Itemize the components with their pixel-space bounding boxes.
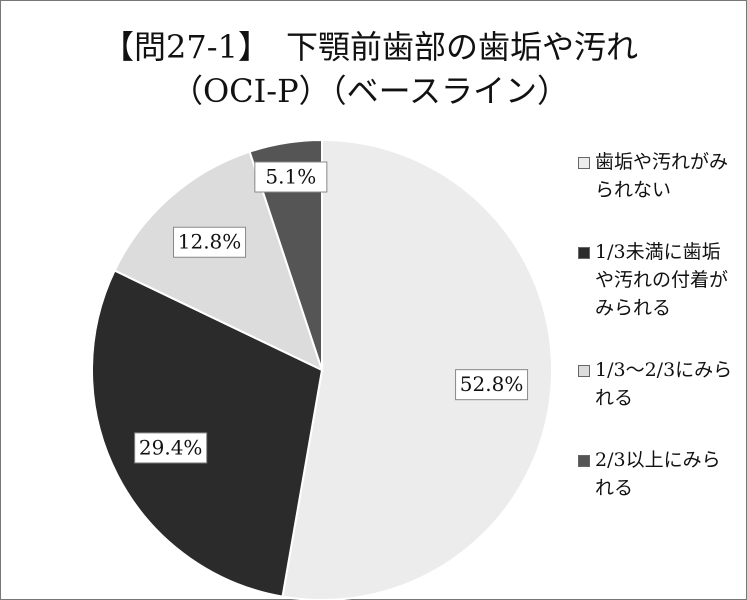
pie-slice bbox=[281, 138, 553, 600]
legend-item: 歯垢や汚れがみられない bbox=[578, 148, 738, 204]
value-label-box bbox=[134, 432, 208, 464]
value-label: 52.8% bbox=[460, 372, 524, 396]
legend-item: 1/3～2/3にみられる bbox=[578, 356, 738, 412]
legend-label: 1/3未満に歯垢や汚れの付着がみられる bbox=[595, 241, 729, 319]
chart-title: 【問27-1】 下顎前歯部の歯垢や汚れ bbox=[102, 28, 638, 66]
legend-swatch bbox=[578, 365, 590, 377]
value-label-box bbox=[173, 226, 247, 258]
pie-slice bbox=[248, 138, 323, 371]
chart-title: （OCI-P）（ベースライン） bbox=[171, 72, 569, 110]
value-label-box bbox=[455, 369, 529, 401]
legend-label: 歯垢や汚れがみられない bbox=[595, 151, 729, 201]
legend-item: 1/3未満に歯垢や汚れの付着がみられる bbox=[578, 238, 738, 322]
value-label: 12.8% bbox=[178, 230, 242, 254]
value-label: 5.1% bbox=[265, 164, 316, 188]
legend-swatch bbox=[578, 157, 590, 169]
value-label: 29.4% bbox=[139, 435, 203, 459]
legend-item: 2/3以上にみられる bbox=[578, 446, 738, 502]
legend: 歯垢や汚れがみられない 1/3未満に歯垢や汚れの付着がみられる 1/3～2/3にみら… bbox=[578, 148, 738, 536]
legend-label: 1/3～2/3にみられる bbox=[595, 359, 733, 409]
legend-label: 2/3以上にみられる bbox=[595, 449, 721, 499]
legend-swatch bbox=[578, 247, 590, 259]
legend-swatch bbox=[578, 455, 590, 467]
value-label-box bbox=[254, 161, 328, 193]
pie-slice bbox=[113, 150, 324, 372]
